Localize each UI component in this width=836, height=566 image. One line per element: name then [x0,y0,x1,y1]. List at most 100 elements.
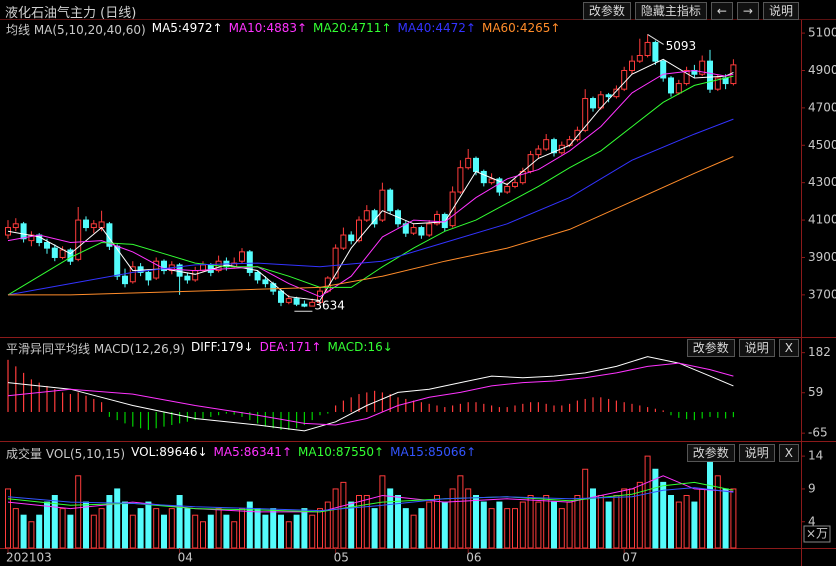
volume-bar [153,508,160,549]
volume-bar [730,488,737,549]
candle-body [332,247,339,279]
volume-bar [90,514,97,549]
legend: 成交量 VOL(5,10,15) VOL:89646↓ MA5:86341↑ MA10… [6,445,476,462]
volume-bar [59,508,66,549]
volume-bar [418,508,425,549]
volume-bar [246,501,253,549]
ma-line [7,75,734,296]
candle-body [293,298,300,305]
toolbar: 改参数 隐藏主指标 ← → 说明 [582,2,799,20]
ma-line [7,118,734,296]
legend-entry: MA10:4883↑ [228,21,308,35]
toolbar-button[interactable]: 隐藏主指标 [634,2,707,20]
ma-line [7,475,734,513]
volume-bar [699,488,706,549]
y-tick-label: 182 [808,345,831,359]
indicator-label: 成交量 VOL(5,10,15) [6,447,126,461]
candle-body [488,178,495,184]
candle-body [582,98,589,131]
candle-body [504,185,511,193]
panel-button[interactable]: 说明 [738,339,775,357]
volume-bar [278,514,284,549]
candle-body [636,55,643,62]
volume-bar [129,514,136,549]
candle-body [145,271,152,281]
candle-body [644,41,651,57]
panel-button[interactable]: X [778,444,799,462]
volume-bar [613,495,620,549]
volume-bar [675,501,682,549]
ma-line [8,156,734,296]
candle-body [434,213,440,225]
ma-line [7,356,734,432]
candle-body [480,170,487,184]
volume-bar [426,501,433,549]
volume-bar [512,508,518,549]
volume-bar [722,488,729,549]
candle-body [613,88,620,98]
volume-bar [473,495,479,549]
toolbar-button[interactable]: → [736,2,759,20]
panel-button[interactable]: X [778,339,799,357]
toolbar-button[interactable]: 改参数 [582,2,631,20]
volume-bar [574,495,581,549]
panel-button[interactable]: 说明 [738,444,775,462]
candle-body [714,77,721,90]
y-tick-label: 4700 [808,100,836,114]
legend-entry: VOL:89646↓ [131,445,208,459]
volume-bar [184,508,191,549]
volume-bar [270,508,277,549]
volume-bar [317,508,323,549]
candle-body [340,234,347,249]
volume-bar [340,481,347,549]
y-tick-label: 9 [808,481,816,495]
volume-bar [5,488,11,549]
candle-body [301,303,308,307]
candle-body [535,148,542,156]
candle-body [574,129,581,141]
volume-bar [582,468,589,549]
candle-body [551,139,557,154]
toolbar-button[interactable]: ← [710,2,733,20]
candle-body [473,157,479,172]
panel-button[interactable]: 改参数 [686,339,735,357]
annotation: 3634 [314,299,345,313]
legend-entry: DEA:171↑ [259,340,322,354]
indicator-label: 均线 MA(5,10,20,40,60) [6,23,146,37]
volume-bar [566,501,573,549]
volume-bar [12,508,19,549]
volume-bar [551,501,557,549]
volume-bar [223,514,230,549]
y-tick-label: 3700 [808,287,836,301]
volume-bar [597,495,604,549]
volume-bar [590,488,596,549]
y-tick-label: 4500 [808,138,836,152]
candle-body [246,251,253,273]
candle-body [699,60,706,75]
volume-bar [75,475,82,549]
volume-bar [504,508,511,549]
candle-body [410,227,417,234]
y-tick-label: 14 [808,449,823,463]
candle-body [129,266,136,283]
panel-button[interactable]: 改参数 [686,444,735,462]
candle-body [122,275,128,285]
candle-body [75,219,82,260]
volume-bar [324,501,331,549]
candle-body [67,249,74,262]
unit-label: ×万 [806,527,828,541]
legend-entry: MA5:4972↑ [151,21,223,35]
legend-entry: MA5:86341↑ [213,445,292,459]
toolbar-button[interactable]: 说明 [762,2,799,20]
volume-bar [621,488,628,549]
volume-bar [496,501,503,549]
volume-bar [168,508,175,549]
unit-box [803,525,831,543]
legend-entry: MA60:4265↑ [481,21,561,35]
volume-bar [652,468,659,549]
volume-bar [707,455,713,549]
volume-bar [239,508,245,549]
title: 液化石油气主力 (日线) [5,6,137,21]
candle-body [707,60,713,90]
volume-bar [200,521,206,549]
